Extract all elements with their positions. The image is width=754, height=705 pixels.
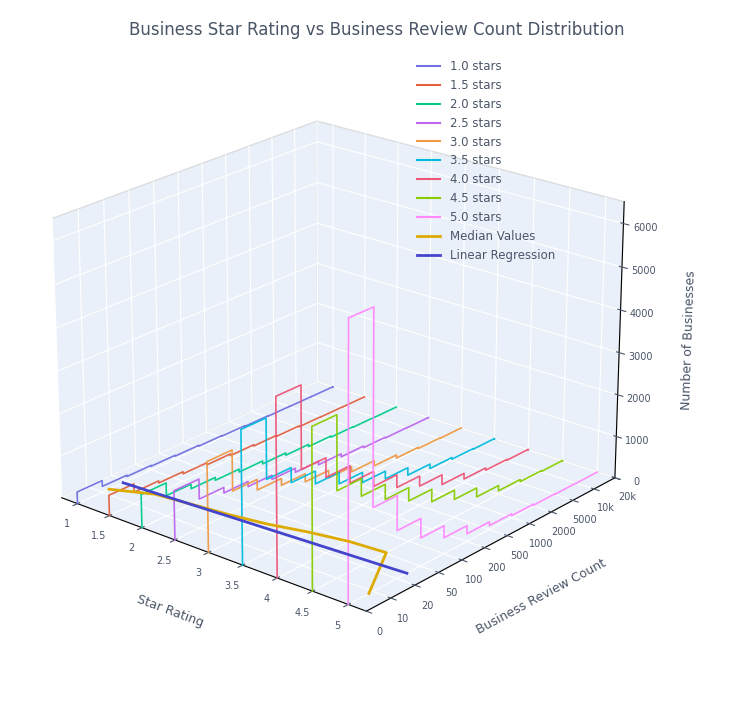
Y-axis label: Business Review Count: Business Review Count [474,557,608,637]
Legend: 1.0 stars, 1.5 stars, 2.0 stars, 2.5 stars, 3.0 stars, 3.5 stars, 4.0 stars, 4.5: 1.0 stars, 1.5 stars, 2.0 stars, 2.5 sta… [412,55,560,266]
Text: Business Star Rating vs Business Review Count Distribution: Business Star Rating vs Business Review … [129,21,625,39]
X-axis label: Star Rating: Star Rating [135,593,205,630]
